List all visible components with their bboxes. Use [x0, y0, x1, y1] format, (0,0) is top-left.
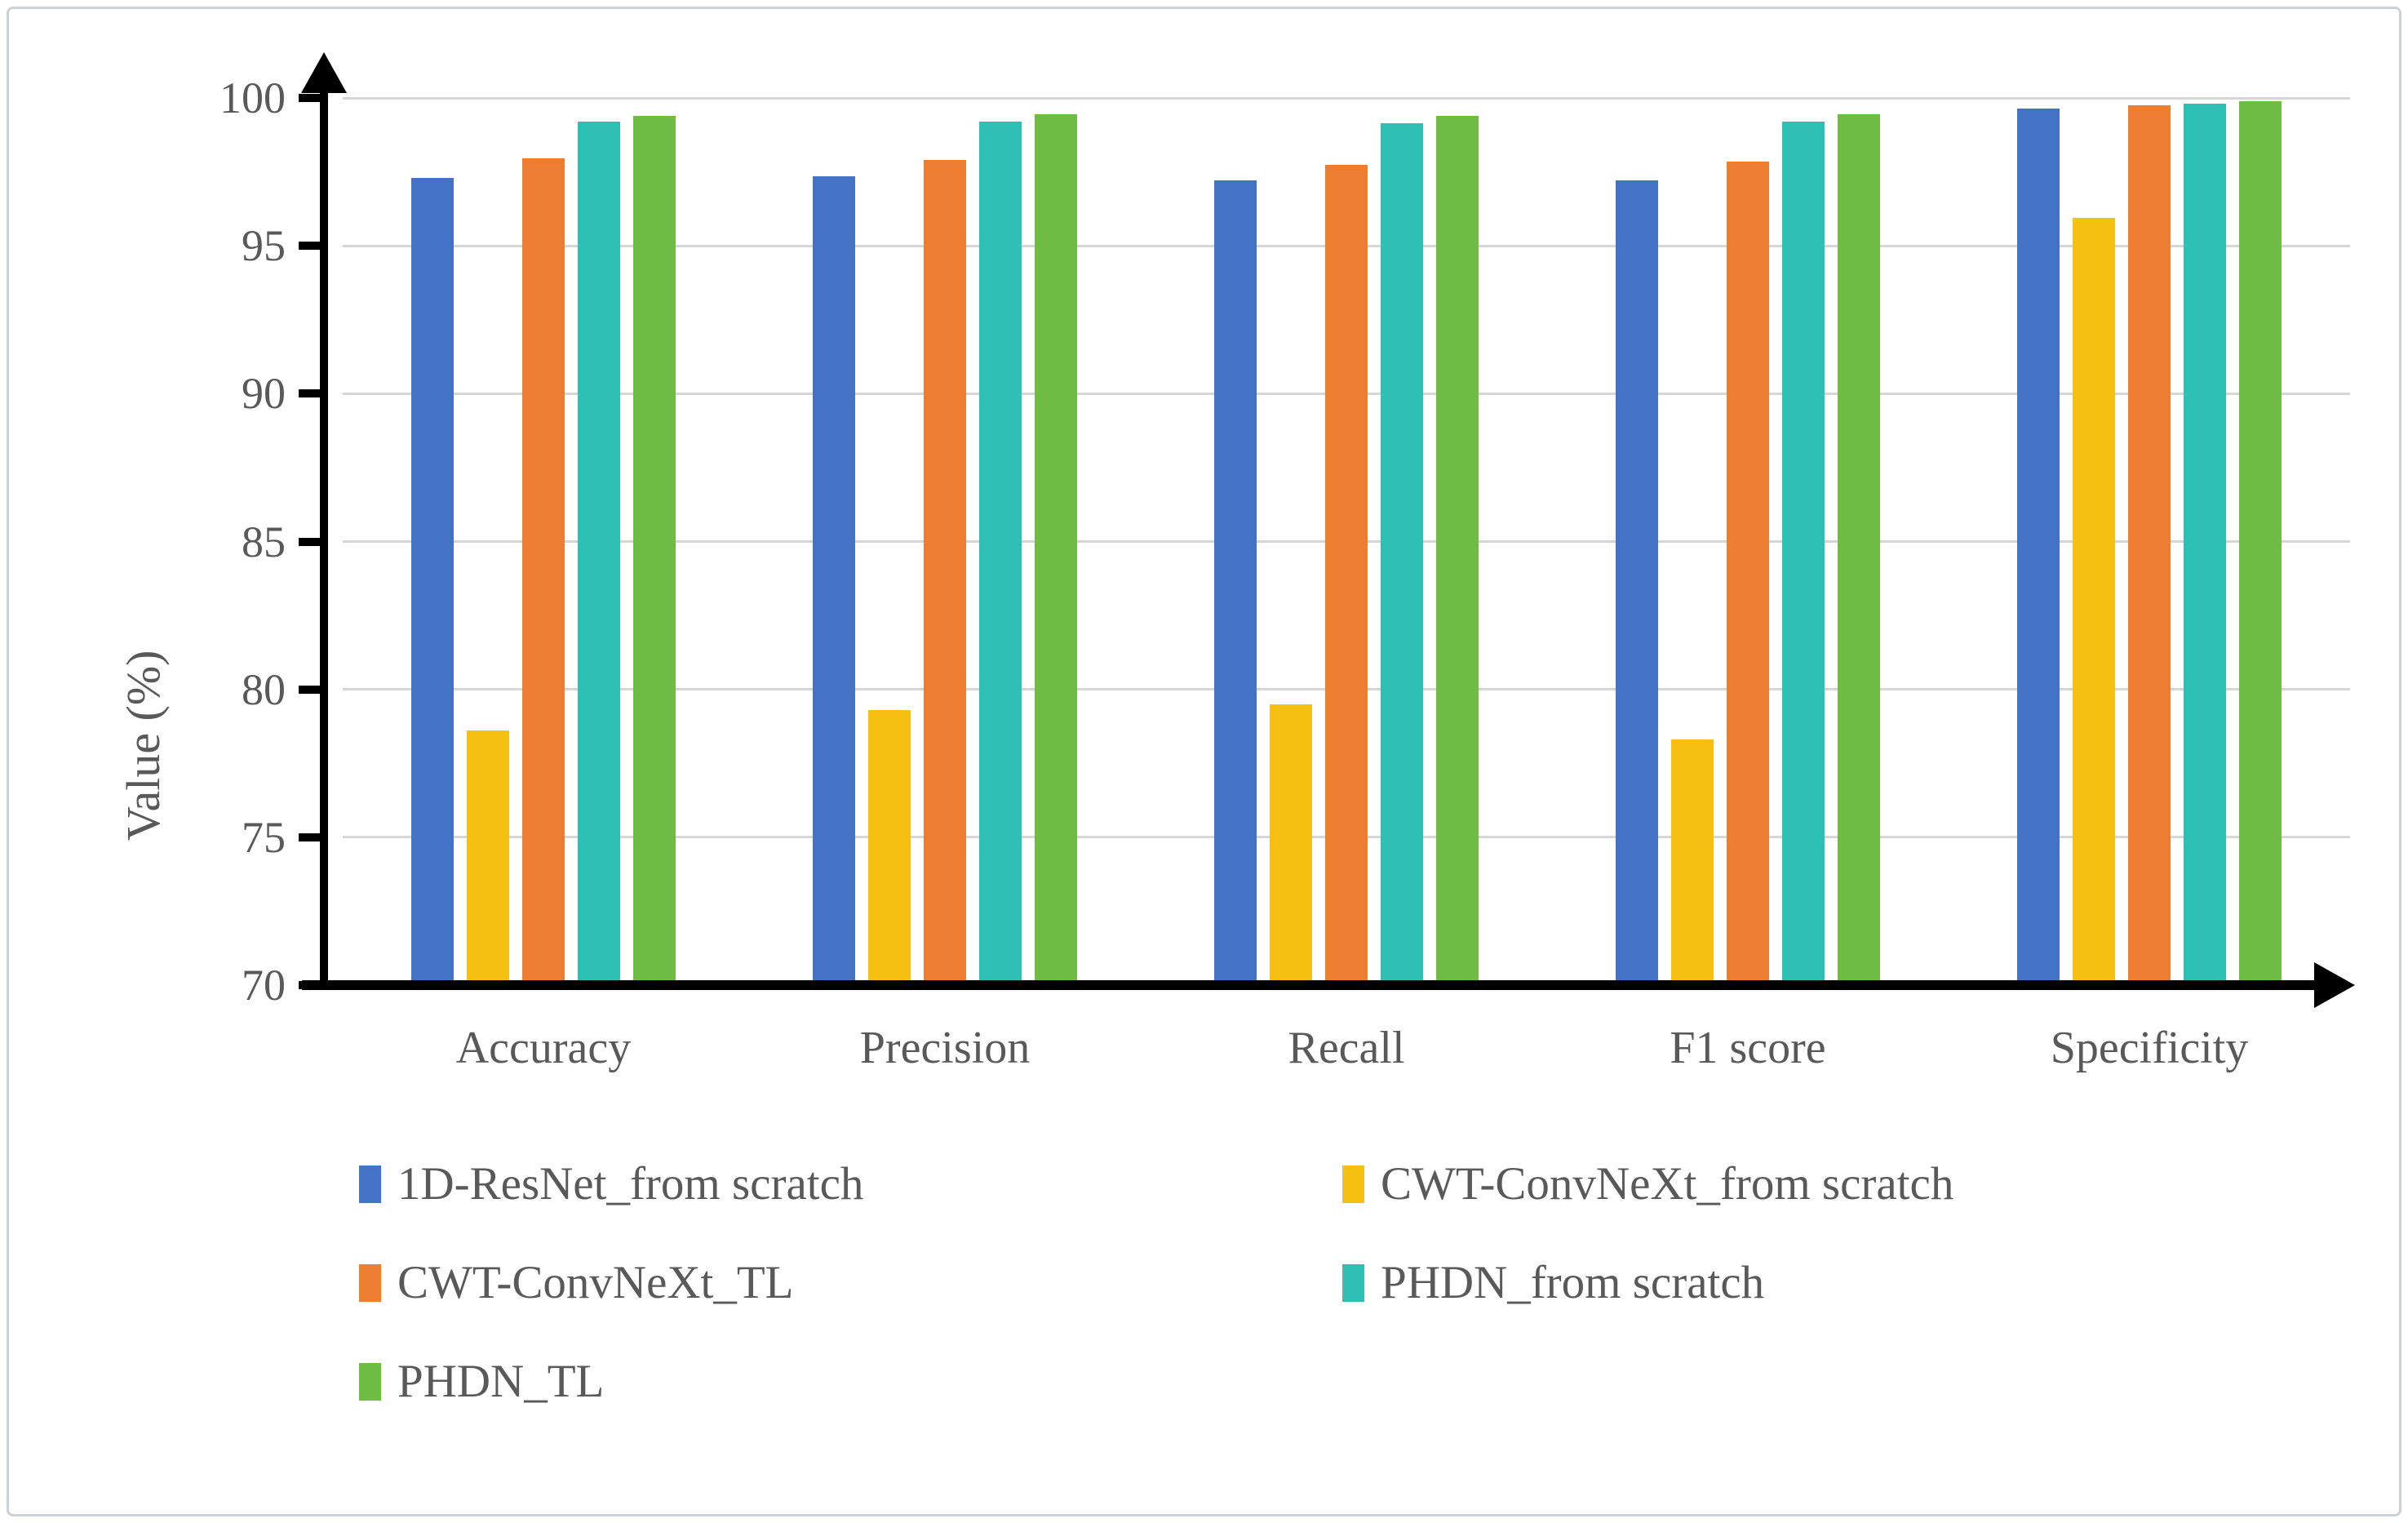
- x-category-label: Precision: [859, 1023, 1031, 1073]
- bar: [1616, 180, 1658, 985]
- x-category-label: Specificity: [2050, 1023, 2249, 1073]
- legend-label: PHDN_from scratch: [1381, 1257, 1765, 1308]
- bar-group-accuracy: [343, 98, 744, 985]
- y-tick-75: [299, 833, 322, 841]
- bar: [2184, 104, 2226, 985]
- bar-group-f1-score: [1547, 98, 1949, 985]
- legend-marker-icon: [359, 1362, 381, 1401]
- legend-item: PHDN_TL: [359, 1355, 1342, 1408]
- bar: [2073, 217, 2115, 985]
- y-tick-label-80: 80: [242, 664, 286, 714]
- bar: [813, 176, 855, 985]
- bar: [924, 160, 966, 985]
- bar: [1436, 115, 1479, 985]
- bar: [1782, 122, 1825, 985]
- bar: [522, 158, 565, 985]
- bar: [411, 177, 454, 985]
- y-tick-85: [299, 537, 322, 546]
- legend-marker-icon: [1342, 1165, 1364, 1203]
- bar-group-precision: [744, 98, 1146, 985]
- bar: [1838, 113, 1880, 985]
- bar-group-specificity: [1949, 98, 2350, 985]
- y-tick-label-85: 85: [242, 517, 286, 566]
- y-tick-95: [299, 242, 322, 251]
- y-tick-label-70: 70: [242, 961, 286, 1010]
- x-category-label: F1 score: [1670, 1023, 1826, 1073]
- bar: [578, 122, 620, 985]
- bar-group-recall: [1146, 98, 1547, 985]
- legend-item: CWT-ConvNeXt_TL: [359, 1256, 1342, 1309]
- legend-item: CWT-ConvNeXt_from scratch: [1342, 1157, 2154, 1210]
- legend-marker-icon: [1342, 1263, 1364, 1302]
- bar: [2017, 108, 2060, 985]
- y-tick-100: [299, 94, 322, 102]
- bar-groups: [343, 98, 2350, 985]
- gridline-100: [343, 96, 2350, 100]
- x-category-label: Accuracy: [455, 1023, 632, 1073]
- bar: [1727, 161, 1769, 985]
- legend-label: CWT-ConvNeXt_from scratch: [1381, 1158, 1954, 1210]
- bar: [1671, 739, 1714, 985]
- legend-marker-icon: [359, 1263, 381, 1302]
- bar: [868, 710, 911, 985]
- y-axis-arrow-icon: [301, 52, 347, 93]
- legend-label: CWT-ConvNeXt_TL: [397, 1257, 794, 1308]
- plot-area: [343, 96, 2350, 985]
- y-tick-label-90: 90: [242, 369, 286, 419]
- bar: [633, 115, 676, 985]
- bar: [2239, 100, 2282, 985]
- legend-marker-icon: [359, 1165, 381, 1203]
- bar: [1381, 122, 1423, 985]
- x-axis-line: [302, 980, 2316, 990]
- y-tick-80: [299, 685, 322, 694]
- x-axis-arrow-icon: [2314, 962, 2355, 1008]
- legend-item: 1D-ResNet_from scratch: [359, 1157, 1342, 1210]
- x-axis-category-labels: Accuracy Precision Recall F1 score Specifici…: [343, 1022, 2350, 1074]
- bar: [467, 730, 509, 985]
- y-axis-line: [320, 91, 328, 990]
- y-tick-90: [299, 389, 322, 398]
- bar: [1214, 180, 1257, 985]
- y-tick-label-75: 75: [242, 812, 286, 862]
- legend: 1D-ResNet_from scratch CWT-ConvNeXt_from …: [359, 1157, 2154, 1408]
- x-category-label: Recall: [1288, 1023, 1405, 1073]
- bar: [1035, 113, 1077, 985]
- legend-item: PHDN_from scratch: [1342, 1256, 2154, 1309]
- legend-label: PHDN_TL: [397, 1356, 605, 1407]
- bar: [1270, 704, 1312, 985]
- legend-label: 1D-ResNet_from scratch: [397, 1158, 864, 1210]
- bar: [2128, 105, 2171, 985]
- y-tick-label-100: 100: [220, 73, 286, 122]
- bar: [979, 122, 1022, 985]
- y-tick-label-95: 95: [242, 221, 286, 271]
- bar: [1325, 164, 1368, 985]
